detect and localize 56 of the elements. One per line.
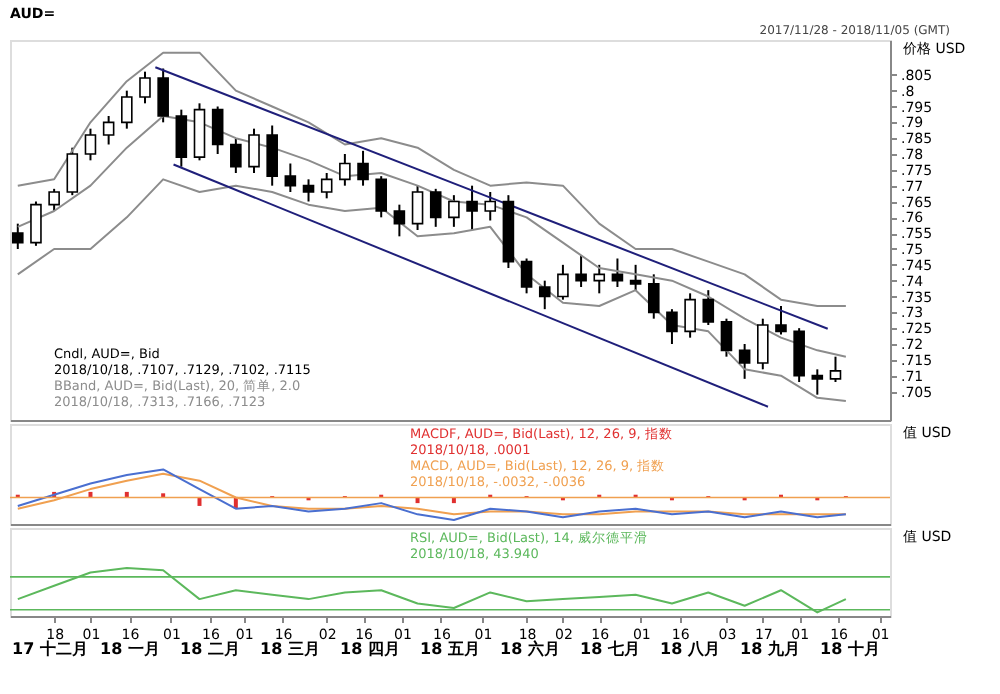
candlestick bbox=[139, 70, 151, 105]
text: 18 七月 bbox=[580, 640, 640, 658]
candlestick bbox=[647, 273, 660, 320]
candlestick bbox=[666, 308, 678, 345]
candlestick bbox=[248, 127, 260, 174]
candlestick bbox=[357, 149, 369, 187]
candlestick bbox=[84, 127, 97, 162]
candlestick bbox=[48, 187, 60, 212]
candlestick bbox=[793, 327, 805, 383]
candlestick bbox=[193, 102, 206, 162]
candlestick bbox=[121, 89, 133, 130]
candlestick bbox=[230, 137, 242, 174]
text: 18 四月 bbox=[340, 640, 400, 658]
candlestick bbox=[393, 203, 406, 238]
line-series bbox=[16, 51, 847, 307]
text: 18 一月 bbox=[100, 640, 160, 658]
candlestick bbox=[266, 124, 278, 187]
candlestick bbox=[211, 105, 224, 155]
candlestick bbox=[811, 368, 824, 396]
candlestick bbox=[284, 162, 297, 193]
candlestick bbox=[448, 194, 460, 228]
candlestick bbox=[775, 305, 787, 336]
candlestick bbox=[484, 191, 497, 222]
candlestick bbox=[375, 175, 388, 219]
candlestick bbox=[629, 263, 642, 292]
candlestick bbox=[102, 115, 115, 146]
text: 18 三月 bbox=[260, 640, 320, 658]
text: 18 二月 bbox=[180, 640, 240, 658]
text: 18 五月 bbox=[420, 640, 480, 658]
candlestick bbox=[757, 317, 769, 371]
candlestick bbox=[702, 289, 715, 326]
candlestick bbox=[429, 187, 442, 228]
text: 18 十月 bbox=[820, 640, 880, 658]
candlestick bbox=[339, 153, 351, 187]
candlestick bbox=[738, 343, 751, 380]
candlestick bbox=[520, 257, 533, 295]
candlestick bbox=[411, 184, 424, 231]
candlestick bbox=[175, 108, 188, 168]
text: 18 八月 bbox=[660, 640, 720, 658]
candlestick bbox=[30, 200, 42, 247]
text: 17 十二月 bbox=[12, 640, 88, 658]
candlestick bbox=[466, 184, 478, 231]
candlestick bbox=[66, 146, 79, 197]
candlestick bbox=[11, 222, 24, 250]
candlestick bbox=[302, 178, 315, 203]
candlestick bbox=[557, 263, 569, 301]
candlestick bbox=[720, 317, 733, 358]
candlestick bbox=[684, 292, 696, 339]
candlestick bbox=[575, 254, 587, 288]
candlestick bbox=[593, 263, 606, 295]
candlestick bbox=[157, 67, 169, 124]
candlestick bbox=[829, 355, 842, 383]
text: 18 九月 bbox=[740, 640, 800, 658]
candlestick bbox=[538, 279, 551, 311]
text: 18 六月 bbox=[500, 640, 560, 658]
candlestick bbox=[320, 172, 333, 200]
